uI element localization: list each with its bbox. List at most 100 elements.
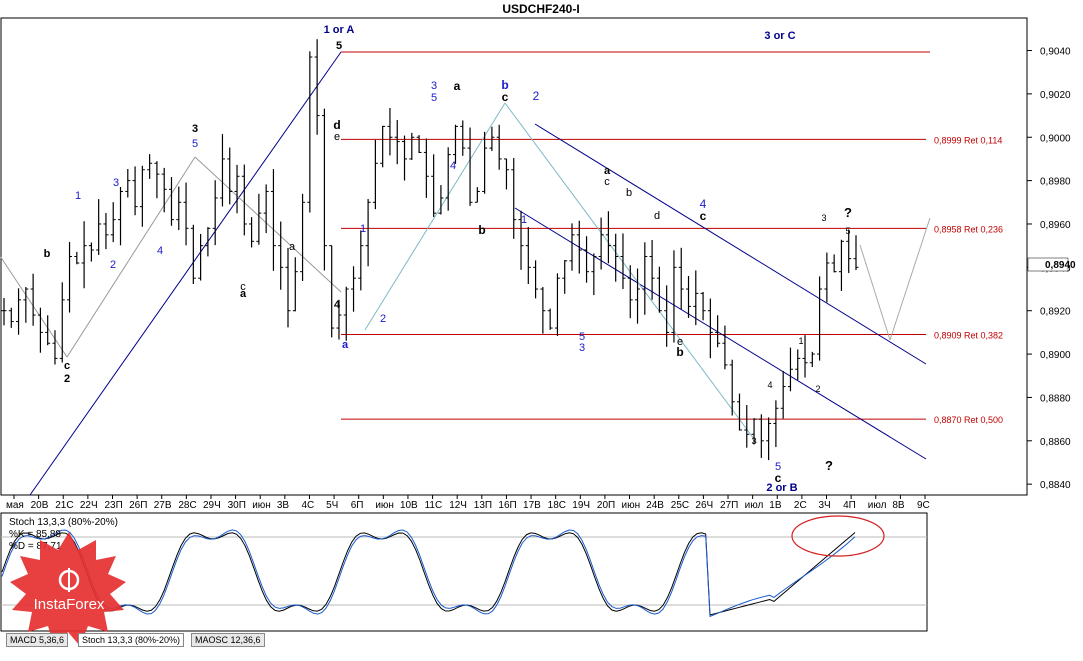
projection-line-1 (859, 244, 891, 341)
date-tick-label: 10В (400, 500, 418, 511)
ohlc-bar (569, 223, 575, 271)
ohlc-bar (758, 414, 764, 458)
ohlc-bar (795, 349, 801, 381)
wave-label: d (654, 210, 660, 222)
ohlc-bar (292, 257, 298, 312)
ohlc-bar (74, 251, 80, 265)
ohlc-bar (45, 315, 51, 346)
date-tick-label: 1В (769, 500, 782, 511)
ohlc-bar (132, 166, 138, 216)
guide-line-3 (194, 156, 342, 293)
wave-label: 2 (64, 373, 70, 385)
ohlc-bar (809, 351, 815, 367)
ohlc-bar (438, 185, 444, 215)
date-tick-label: июл (745, 500, 764, 511)
ohlc-bar (817, 276, 823, 361)
stoch-d-line (1, 529, 856, 618)
wave-label: c (775, 471, 782, 485)
wave-label: 4 (334, 299, 341, 311)
date-tick-label: 17В (523, 500, 541, 511)
retracement-levels: 0,8999 Ret 0,114 0,8958 Ret 0,236 0,8909 R… (341, 51, 1003, 425)
wave-label: c (64, 360, 70, 372)
wave-label: 1 (798, 336, 803, 346)
ohlc-bar (598, 217, 604, 270)
stoch-k-line (1, 532, 856, 616)
date-tick-label: июн (622, 500, 641, 511)
ohlc-bar (525, 227, 531, 284)
wave-label: 1 (521, 214, 527, 226)
wave-label: a (289, 241, 296, 253)
ohlc-bar (219, 134, 225, 207)
ohlc-bar (642, 242, 648, 315)
trend-channel-lines (0, 51, 931, 496)
wave-label: e (334, 131, 340, 143)
wave-label: 3 or C (764, 30, 795, 42)
date-tick-label: 9С (917, 500, 930, 511)
ohlc-bar (613, 233, 619, 282)
date-tick-label: 4П (843, 500, 856, 511)
ohlc-bar (460, 120, 466, 156)
wave-label: 4 (767, 380, 772, 390)
ohlc-bar (394, 120, 400, 165)
ohlc-bar (37, 307, 43, 353)
highlight-circle (791, 515, 885, 557)
wave-label: b (44, 248, 51, 260)
tab-stoch[interactable]: Stoch 13,3,3 (80%-20%) (78, 633, 185, 647)
ohlc-bar (358, 230, 364, 291)
ohlc-bar (423, 138, 429, 198)
wave-label: 3 (579, 342, 585, 354)
ohlc-bar (52, 330, 58, 365)
date-tick-label: 27В (154, 500, 172, 511)
wave-label: c (240, 281, 246, 293)
ohlc-bar (307, 51, 313, 213)
ohlc-bar (183, 182, 189, 246)
ohlc-bar (270, 169, 276, 271)
wave-label: 3 (751, 436, 756, 446)
wave-label: 1 or A (324, 24, 355, 36)
ohlc-bar (300, 193, 306, 281)
date-tick-label: 26Ч (695, 500, 713, 511)
date-axis: мая 20В 21С 22Ч 23П 26П 27В 28С 29Ч 30П июн 3В 4С 5Ч 6… (6, 495, 930, 511)
ohlc-bar (278, 221, 284, 290)
wave-label: ? (825, 458, 833, 473)
ohlc-bar (780, 371, 786, 419)
stoch-d-value: %D = 87,71 (9, 541, 62, 552)
wave-label: b (676, 345, 683, 359)
price-tick-label: 0,8980 (1040, 177, 1071, 188)
ohlc-bar (314, 39, 320, 135)
wave-label: 3 (192, 123, 198, 135)
ohlc-bar (125, 169, 131, 198)
ohlc-bar (147, 154, 153, 179)
date-tick-label: 3Ч (819, 500, 831, 511)
ohlc-bar (168, 177, 174, 226)
wave-label: 2 (110, 259, 116, 271)
date-tick-label: июн (252, 500, 271, 511)
ohlc-bar (824, 252, 830, 303)
ohlc-bar (161, 167, 167, 213)
price-tick-label: 0,9020 (1040, 90, 1071, 101)
wave-label: ? (844, 205, 852, 220)
date-tick-label: 22Ч (80, 500, 98, 511)
ohlc-bar (467, 127, 473, 206)
price-tick-label: 0,8880 (1040, 393, 1071, 404)
ohlc-bar (59, 282, 65, 363)
tab-macd[interactable]: MACD 5,36,6 (6, 633, 69, 647)
ohlc-bar (635, 268, 641, 324)
wave-label: e (677, 336, 683, 348)
wave-label: 2 or B (766, 482, 797, 494)
ohlc-bar (241, 164, 247, 236)
ohlc-bar (190, 224, 196, 285)
projection-line-2 (889, 217, 931, 341)
tab-maosc[interactable]: MAOSC 12,36,6 (191, 633, 265, 647)
ohlc-bar (707, 298, 713, 359)
ohlc-bar (700, 292, 706, 321)
guide-line-4 (364, 102, 506, 331)
wave-label: c (502, 90, 509, 104)
instaforex-logo (10, 532, 126, 646)
ohlc-bar (212, 180, 218, 246)
date-tick-label: июл (868, 500, 887, 511)
ohlc-bar (540, 287, 546, 334)
price-tick-label: 0,8840 (1040, 480, 1071, 491)
